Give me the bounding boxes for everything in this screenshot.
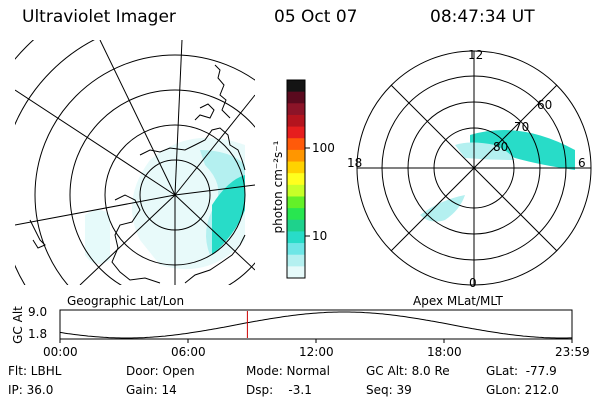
colorbar-swatch xyxy=(287,266,305,279)
colorbar-unit-label: photon cm⁻²s⁻¹ xyxy=(271,140,285,234)
colorbar-swatch xyxy=(287,103,305,116)
filter-info: Flt: LBHL xyxy=(8,364,62,378)
colorbar-swatch xyxy=(287,208,305,221)
right-map-caption: Apex MLat/MLT xyxy=(413,294,503,308)
altitude-ytick-top: 9.0 xyxy=(28,305,48,319)
gain-info: Gain: 14 xyxy=(126,383,177,397)
xtick-2359: 23:59 xyxy=(555,345,590,359)
glat-info: GLat: -77.9 xyxy=(486,364,557,378)
colorbar-tick-100: 100 xyxy=(312,141,335,155)
mlt-label-18: 18 xyxy=(347,156,363,170)
geographic-map xyxy=(15,40,255,285)
meridians xyxy=(15,40,255,285)
altitude-ytick-bottom: 1.8 xyxy=(28,327,48,341)
altitude-ylabel: GC Alt xyxy=(11,306,25,344)
colorbar-swatch xyxy=(287,196,305,209)
mlat-label-60: 60 xyxy=(537,98,553,112)
altitude-plot xyxy=(59,309,573,343)
colorbar-swatch xyxy=(287,173,305,186)
coastline xyxy=(29,64,246,284)
colorbar-swatch xyxy=(287,219,305,232)
colorbar-swatch xyxy=(287,231,305,244)
dsp-info: Dsp: -3.1 xyxy=(246,383,312,397)
seq-info: Seq: 39 xyxy=(366,383,412,397)
mlt-label-12: 12 xyxy=(468,48,484,62)
time-label: 08:47:34 UT xyxy=(430,7,535,27)
ip-info: IP: 36.0 xyxy=(8,383,54,397)
mlat-label-70: 70 xyxy=(514,120,530,134)
colorbar-swatch xyxy=(287,80,305,93)
colorbar-swatch xyxy=(287,114,305,128)
colorbar-swatch xyxy=(287,126,305,139)
xtick-0000: 00:00 xyxy=(43,345,78,359)
xtick-1200: 12:00 xyxy=(299,345,334,359)
colorbar-swatch xyxy=(287,161,305,174)
colorbar-swatch xyxy=(287,254,305,267)
door-info: Door: Open xyxy=(126,364,195,378)
xtick-1800: 18:00 xyxy=(427,345,462,359)
emission-right xyxy=(420,130,575,222)
colorbar-swatch xyxy=(287,138,305,151)
orbit-curve xyxy=(59,311,572,339)
colorbar-tick-10: 10 xyxy=(312,229,328,243)
glon-info: GLon: 212.0 xyxy=(486,383,559,397)
emission-left xyxy=(85,137,245,270)
colorbar xyxy=(287,80,305,279)
colorbar-swatch xyxy=(287,184,305,197)
xtick-0600: 06:00 xyxy=(171,345,206,359)
colorbar-swatch xyxy=(287,243,305,256)
mlt-label-0: 0 xyxy=(469,276,477,290)
colorbar-swatch xyxy=(287,91,305,104)
colorbar-swatch xyxy=(287,149,305,163)
gc-alt-info: GC Alt: 8.0 Re xyxy=(366,364,450,378)
app-title: Ultraviolet Imager xyxy=(22,7,176,27)
mlt-label-6: 6 xyxy=(578,156,586,170)
mode-info: Mode: Normal xyxy=(246,364,330,378)
left-map-caption: Geographic Lat/Lon xyxy=(67,294,185,308)
mlat-label-80: 80 xyxy=(493,140,509,154)
date-label: 05 Oct 07 xyxy=(274,7,358,27)
polar-map xyxy=(356,50,592,286)
